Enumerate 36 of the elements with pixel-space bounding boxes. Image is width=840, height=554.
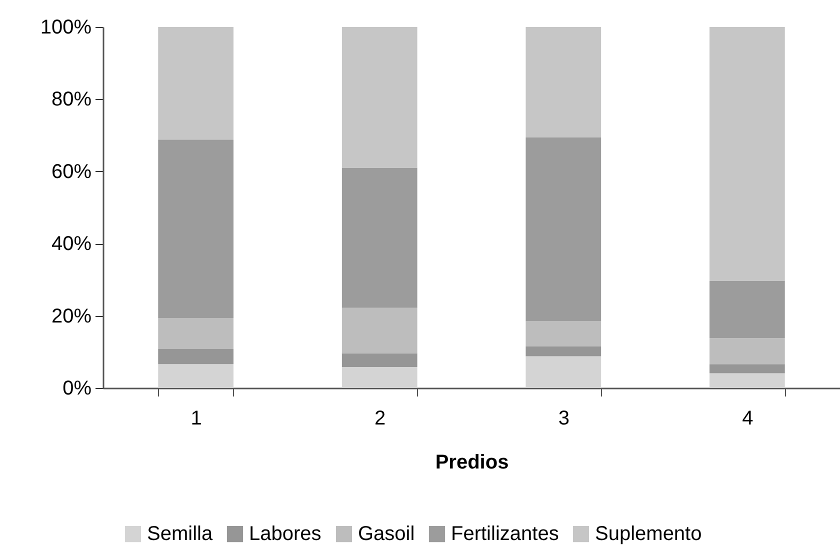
y-tick-label: 0% <box>62 378 92 400</box>
bar <box>342 367 418 388</box>
bar <box>526 27 602 138</box>
y-tick-label: 60% <box>51 160 92 183</box>
x-axis-title: Predios <box>435 452 509 474</box>
y-tick-label: 20% <box>51 305 92 328</box>
y-tick-label: 100% <box>40 16 92 38</box>
bar <box>158 27 234 140</box>
y-tick-label: 80% <box>51 88 92 111</box>
bar <box>710 27 785 281</box>
bar <box>710 373 785 388</box>
x-tick-label: 3 <box>558 408 570 430</box>
bar <box>342 27 418 168</box>
bar <box>710 280 785 338</box>
bar <box>158 140 234 318</box>
x-tick-label: 4 <box>742 408 754 430</box>
legend-label: Fertilizantes <box>451 523 559 545</box>
bar <box>158 349 234 364</box>
x-tick-label: 2 <box>374 408 386 430</box>
bar <box>158 318 234 350</box>
bar <box>342 168 418 308</box>
legend-label: Gasoil <box>358 523 415 545</box>
x-tick-label: 1 <box>190 408 202 430</box>
bar <box>710 338 785 364</box>
bar <box>526 137 602 322</box>
bar <box>342 353 418 368</box>
legend-label: Labores <box>249 523 322 545</box>
bar <box>342 308 418 354</box>
legend-label: Semilla <box>147 523 214 545</box>
bar <box>158 364 234 388</box>
y-tick-label: 40% <box>51 233 92 256</box>
legend-label: Suplemento <box>595 523 702 545</box>
bar <box>526 346 602 356</box>
bar <box>526 356 602 388</box>
bar <box>526 321 602 346</box>
bar <box>710 364 785 374</box>
